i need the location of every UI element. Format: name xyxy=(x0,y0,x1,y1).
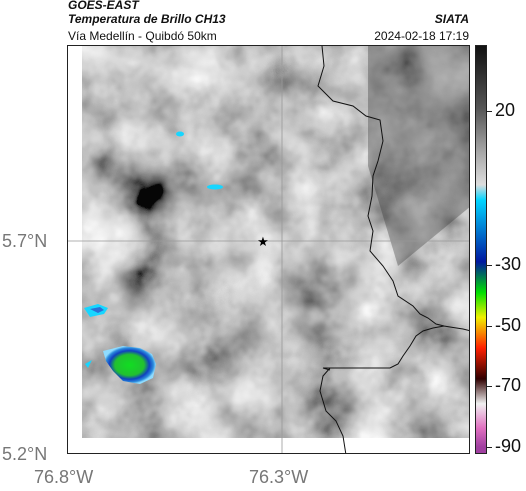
department-border xyxy=(317,46,469,453)
colorbar-label-minus70: -70 xyxy=(495,375,522,395)
latitude-label-5.7: 5.7°N xyxy=(2,231,48,251)
temperature-colorbar xyxy=(475,45,487,454)
organization-label: SIATA xyxy=(434,12,469,26)
cold-cloud-small-2 xyxy=(207,184,223,190)
colorbar-tick xyxy=(487,111,492,112)
colorbar-tick xyxy=(487,265,492,266)
colorbar-tick xyxy=(487,326,492,327)
colorbar-label-minus90: -90 xyxy=(495,436,522,456)
satellite-name: GOES-EAST xyxy=(68,0,139,12)
medellin-marker: ★ xyxy=(257,234,269,249)
product-title: Temperatura de Brillo CH13 xyxy=(68,12,226,26)
colorbar-label-minus50: -50 xyxy=(495,315,522,335)
timestamp-label: 2024-02-18 17:19 xyxy=(374,29,469,43)
colorbar-label-20: 20 xyxy=(495,100,516,120)
longitude-label-76.8: 76.8°W xyxy=(34,467,94,487)
latitude-label-5.2: 5.2°N xyxy=(2,444,48,464)
colorbar-tick xyxy=(487,386,492,387)
brightness-temperature-image: ★ xyxy=(68,46,469,453)
convective-cell xyxy=(103,346,156,384)
colorbar-label-minus30: -30 xyxy=(495,254,522,274)
route-label: Vía Medellín - Quibdó 50km xyxy=(68,29,217,43)
colorbar-tick xyxy=(487,447,492,448)
satellite-map[interactable]: ★ xyxy=(67,45,470,454)
cold-cloud-small-1 xyxy=(176,131,184,137)
longitude-label-76.3: 76.3°W xyxy=(249,467,309,487)
